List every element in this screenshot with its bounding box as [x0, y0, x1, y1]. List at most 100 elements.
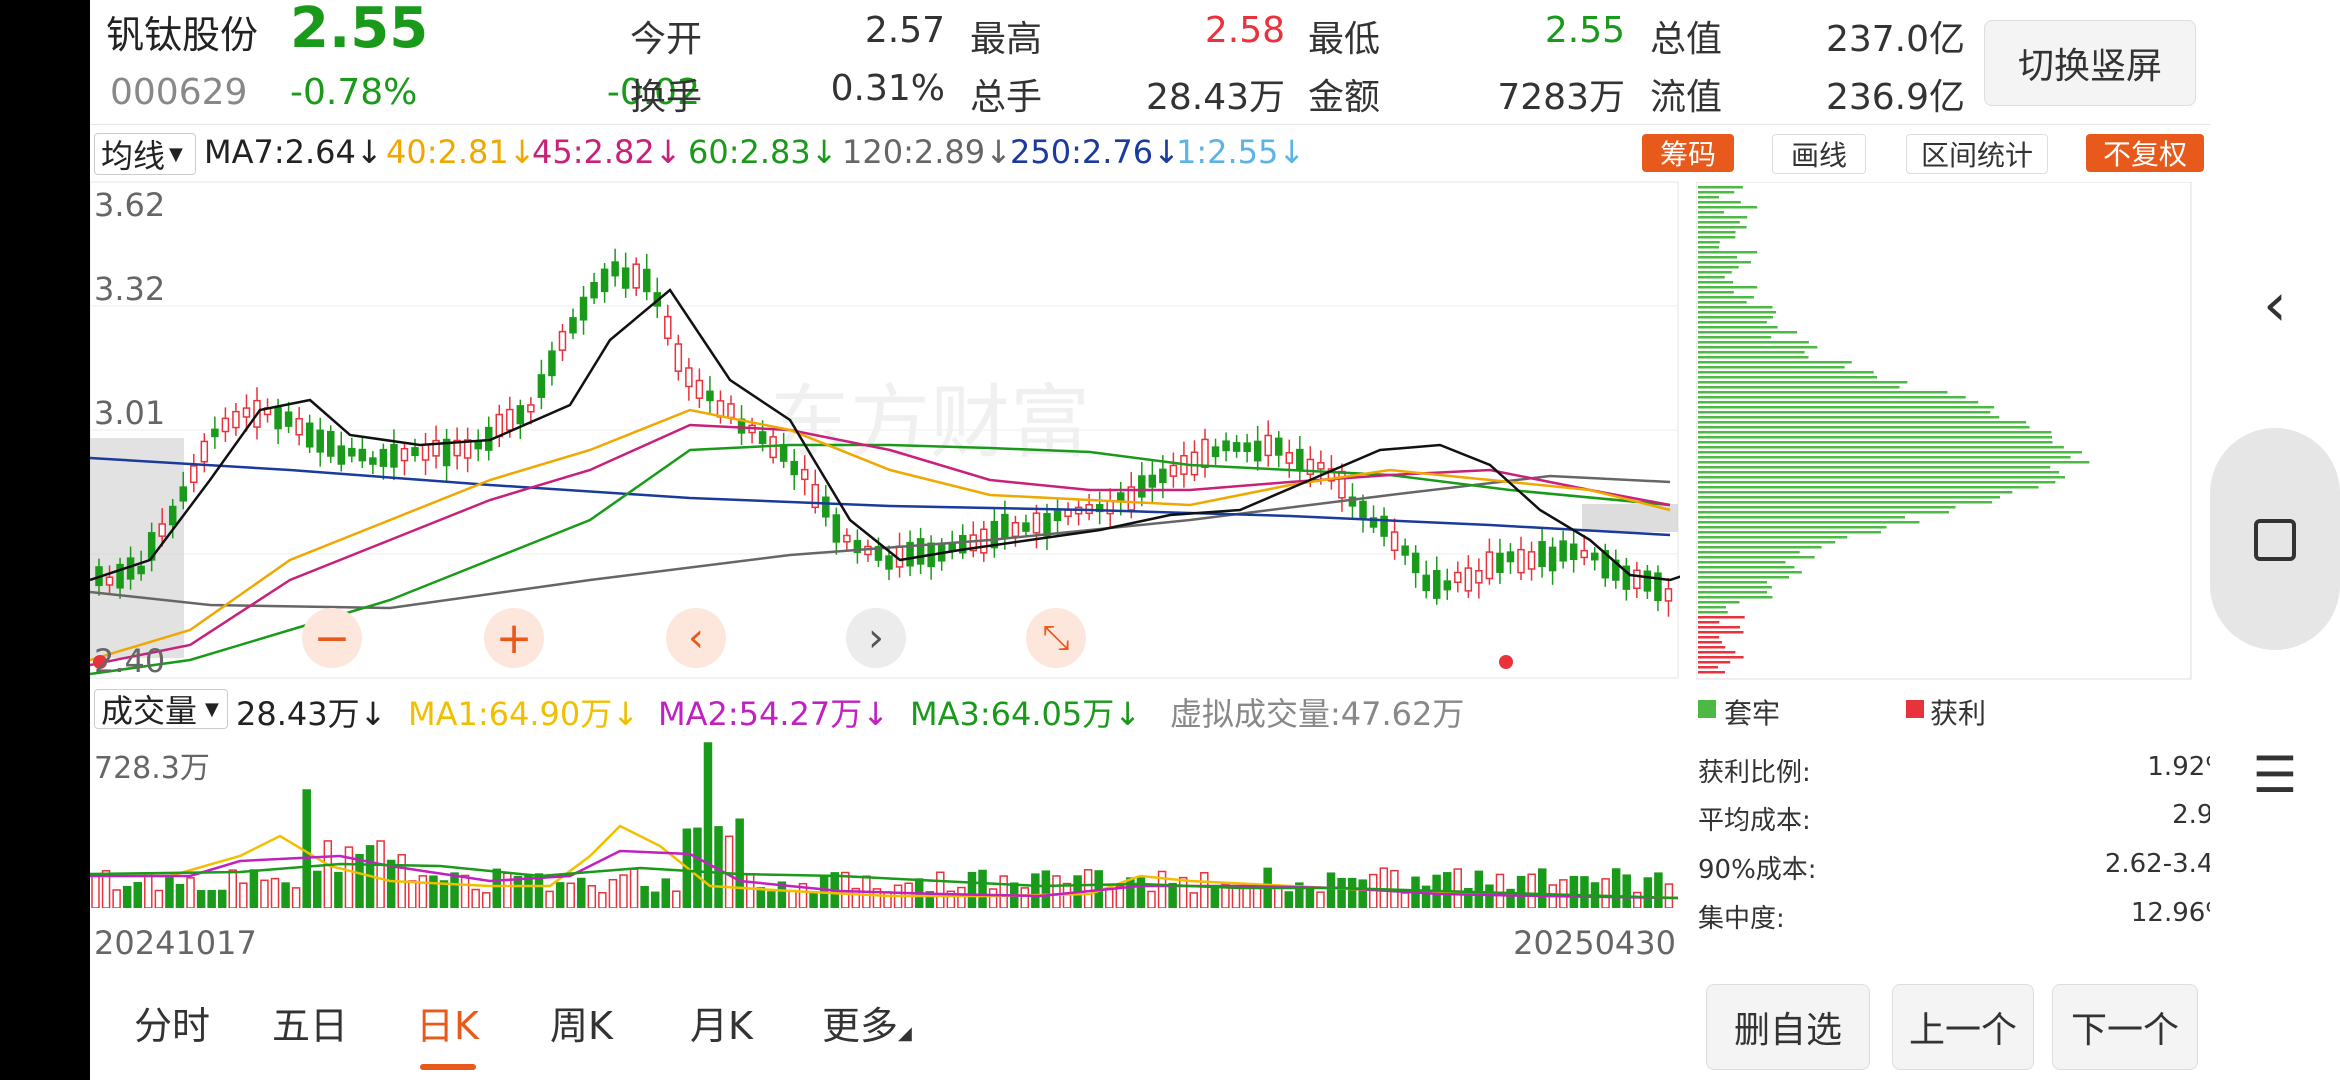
chip-distribution-button[interactable]: 筹码	[1642, 134, 1734, 172]
chip-bar	[1698, 591, 1768, 594]
candle-body	[1327, 468, 1336, 482]
candle-body	[832, 514, 841, 543]
candle-body	[1464, 567, 1473, 592]
ma7-indicator: MA7:2.64↓	[204, 133, 383, 171]
volume-bar	[1622, 874, 1631, 908]
volume-selector[interactable]: 成交量 ▼	[94, 689, 228, 730]
interval-shade-left	[90, 438, 184, 658]
candle-body	[221, 417, 230, 433]
square-icon[interactable]	[2240, 505, 2310, 575]
chip-bar	[1698, 441, 2053, 444]
volume-bar	[1147, 890, 1156, 908]
candle-body	[1211, 446, 1220, 458]
ma60-indicator: 60:2.83↓	[688, 133, 838, 171]
adjust-mode-button[interactable]: 不复权	[2086, 134, 2204, 172]
candle-body	[1496, 552, 1504, 573]
volume-bar	[1611, 868, 1621, 908]
price-axis-label: 3.62	[94, 186, 165, 224]
quote-label-volume: 总手	[970, 77, 1043, 118]
home-pill[interactable]	[2210, 428, 2340, 650]
candle-body	[537, 374, 546, 398]
candle-body	[685, 367, 693, 388]
quote-value-volume: 28.43万	[1145, 77, 1285, 118]
volume-selector-label: 成交量	[101, 692, 198, 730]
candle-body	[1411, 552, 1420, 574]
menu-icon[interactable]: ☰	[2252, 746, 2298, 804]
chip-bar	[1698, 551, 1800, 554]
chip-bar	[1698, 496, 2001, 499]
tab-more[interactable]: 更多◢	[822, 1004, 912, 1048]
volume-bar	[1157, 870, 1167, 908]
volume-bar	[703, 742, 713, 908]
chip-bar	[1698, 666, 1719, 669]
ma7-line	[90, 288, 1680, 582]
chevron-right-icon[interactable]: ›	[846, 608, 906, 668]
chip-bar	[1698, 401, 1979, 404]
volume-bar	[1400, 892, 1410, 908]
collapse-icon[interactable]: ⤡	[1026, 608, 1086, 668]
chip-bar	[1698, 511, 1949, 514]
chip-bar	[1698, 231, 1736, 234]
back-icon[interactable]: ‹	[2263, 270, 2287, 340]
candle-body	[1064, 509, 1072, 518]
candle-body	[348, 447, 356, 457]
candle-body	[1001, 513, 1009, 539]
volume-bar	[1252, 885, 1262, 908]
chevron-left-icon[interactable]: ‹	[666, 608, 726, 668]
chip-bar	[1698, 306, 1773, 309]
candle-body	[1548, 546, 1557, 572]
interval-stats-button[interactable]: 区间统计	[1906, 134, 2048, 174]
candle-body	[1538, 541, 1546, 568]
volume-bar	[577, 877, 586, 908]
volume-bar	[186, 877, 195, 908]
volume-bar	[936, 871, 945, 908]
candle-body	[137, 565, 145, 575]
next-stock-button[interactable]: 下一个	[2052, 984, 2198, 1070]
volume-bar	[1316, 891, 1325, 908]
candle-body	[558, 330, 567, 351]
tab-five-day[interactable]: 五日	[272, 1004, 349, 1048]
minus-icon[interactable]: −	[302, 608, 362, 668]
ma-selector[interactable]: 均线 ▼	[94, 133, 196, 175]
delete-watchlist-button[interactable]: 删自选	[1706, 984, 1870, 1070]
quote-value-high: 2.58	[1204, 10, 1285, 51]
candle-body	[211, 428, 219, 438]
chip-bar	[1698, 586, 1772, 589]
tab-weekly-k[interactable]: 周K	[550, 1004, 613, 1048]
chip-bar	[1698, 601, 1740, 604]
plus-icon[interactable]: +	[484, 608, 544, 668]
tab-daily-k[interactable]: 日K	[416, 1004, 479, 1048]
candle-body	[1201, 438, 1209, 468]
candle-body	[179, 486, 188, 502]
previous-stock-button[interactable]: 上一个	[1892, 984, 2034, 1070]
candle-body	[716, 400, 725, 418]
chip-bar	[1698, 216, 1748, 219]
chip-bar	[1698, 436, 2052, 439]
candle-body	[1506, 551, 1515, 563]
candle-body	[990, 520, 999, 549]
chip-bar	[1698, 246, 1719, 249]
price-axis-label: 2.40	[94, 642, 165, 680]
volume-bar	[418, 875, 428, 908]
switch-portrait-button[interactable]: 切换竖屏	[1984, 20, 2196, 106]
volume-bar	[492, 868, 502, 908]
tab-monthly-k[interactable]: 月K	[690, 1004, 753, 1048]
date-end: 20250430	[1513, 924, 1676, 962]
candle-body	[1432, 569, 1441, 599]
change-amount: -0.02	[606, 72, 700, 113]
chip-bar	[1698, 316, 1773, 319]
candle-body	[1306, 458, 1315, 475]
draw-line-button[interactable]: 画线	[1772, 134, 1866, 174]
volume-bar	[1210, 885, 1220, 908]
candle-body	[1053, 510, 1062, 522]
kline-chart[interactable]: 东方财富 3.62 3.32 3.01 2.40	[90, 180, 1680, 680]
chip-bar	[1698, 451, 2082, 454]
candle-body	[1601, 550, 1610, 579]
volume-bar	[788, 889, 797, 908]
candle-body	[1022, 522, 1030, 532]
stat-profit-ratio-value: 1.92%	[2147, 752, 2230, 782]
chip-bar	[1698, 506, 1956, 509]
tab-intraday[interactable]: 分时	[134, 1004, 211, 1048]
volume-bar	[228, 869, 238, 908]
chip-bar	[1698, 661, 1731, 664]
